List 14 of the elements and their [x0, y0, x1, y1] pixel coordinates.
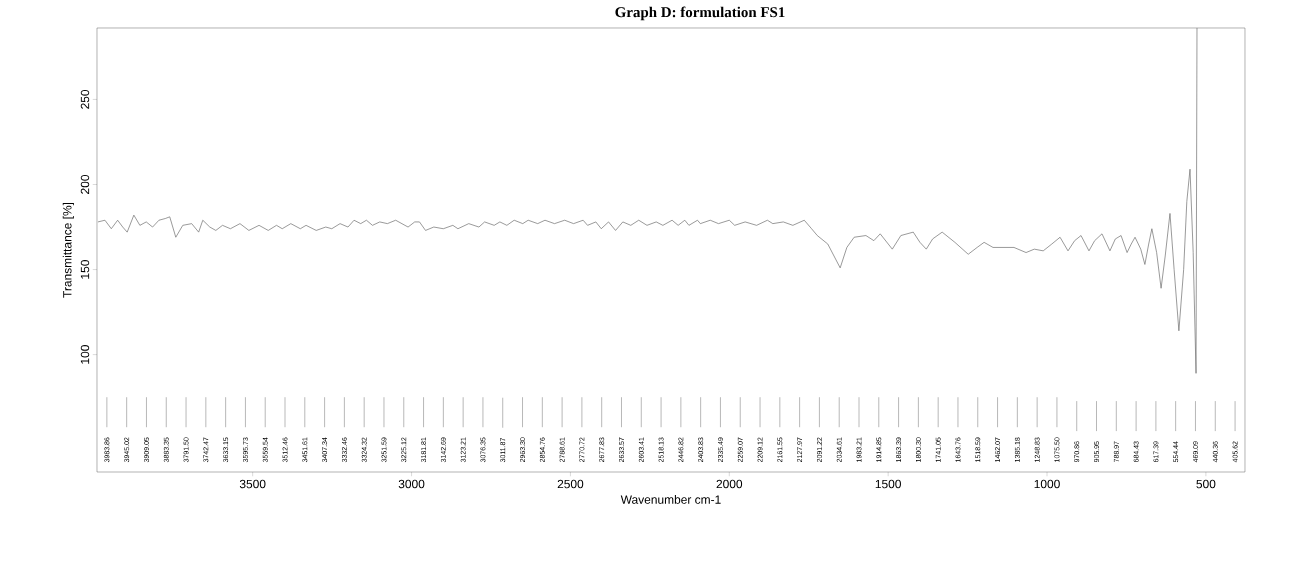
x-tick-label: 3500 — [239, 479, 266, 489]
x-tick-label: 1000 — [1034, 479, 1060, 489]
y-tick-label: 100 — [80, 345, 90, 364]
y-tick-label: 250 — [80, 89, 90, 109]
x-tick-label: 1500 — [875, 479, 901, 489]
y-tick-label: 150 — [80, 260, 90, 279]
x-tick-label: 2500 — [557, 479, 584, 489]
x-tick-label: 2000 — [716, 479, 743, 489]
y-axis-title: Transmittance [%] — [62, 202, 74, 298]
x-tick-label: 3000 — [398, 479, 425, 489]
x-tick-label: 500 — [1196, 479, 1216, 489]
x-axis-title: Wavenumber cm-1 — [620, 495, 721, 504]
y-tick-label: 200 — [80, 174, 90, 194]
chart-title: Graph D: formulation FS1 — [615, 6, 785, 21]
